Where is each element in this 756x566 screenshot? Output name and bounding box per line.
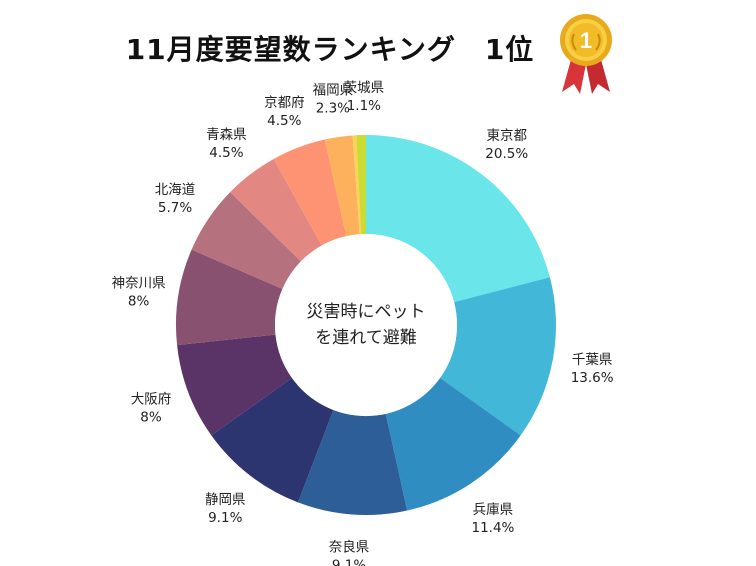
donut-slice-11 [324,135,360,237]
slice-label-10: 京都府 4.5% [264,95,305,129]
donut-slice-2 [440,277,557,436]
slice-label-2: 千葉県 13.6% [571,352,614,386]
slice-category: 北海道 [155,182,196,198]
slice-label-7: 神奈川県 8% [112,275,166,309]
slice-value: 9.1% [208,510,242,526]
slice-label-6: 大阪府 8% [131,392,172,426]
center-text-line-2: を連れて避難 [315,328,417,348]
slice-category: 兵庫県 [473,502,514,518]
slice-value: 4.5% [209,145,243,161]
slice-value: 2.3% [316,100,350,116]
slice-category: 静岡県 [205,492,246,508]
slice-category: 青森県 [206,127,247,143]
gold-medal-icon: 1 [560,14,612,94]
slice-category: 京都府 [264,95,305,111]
slice-category: 千葉県 [572,352,613,368]
slice-value: 5.7% [158,200,192,216]
slice-value: 9.1% [332,557,366,566]
slice-value: 8% [140,410,162,426]
slice-value: 8% [128,293,150,309]
donut-slice-8 [191,192,301,289]
slice-category: 奈良県 [329,539,370,555]
slice-label-9: 青森県 4.5% [206,127,247,161]
center-text-line-1: 災害時にペット [307,302,426,322]
donut-slice-7 [176,249,283,346]
slice-label-4: 奈良県 9.1% [329,539,370,566]
slice-category: 神奈川県 [112,275,166,291]
slice-category: 福岡県 [313,82,354,98]
donut-slice-1 [366,135,550,303]
chart-title: 11月度要望数ランキング 1位 [125,33,535,66]
donut-slices [176,135,557,515]
medal-number: 1 [580,28,592,53]
slice-label-1: 東京都 20.5% [485,128,528,162]
slice-labels: 東京都 20.5% 千葉県 13.6% 兵庫県 11.4% 奈良県 9.1% 静岡県 9.1% 大阪… [112,80,614,566]
donut-slice-4 [297,409,408,515]
donut-hole [275,234,457,416]
donut-slice-accent [356,135,366,235]
slice-label-3: 兵庫県 11.4% [471,502,514,536]
slice-label-11: 福岡県 2.3% [313,82,354,116]
slice-category: 茨城県 [344,80,385,96]
donut-slice-9 [230,158,322,262]
donut-slice-10 [273,139,347,246]
slice-value: 4.5% [267,113,301,129]
slice-value: 20.5% [485,146,528,162]
slice-label-5: 静岡県 9.1% [205,492,246,526]
slice-label-12: 茨城県 1.1% [344,80,385,114]
slice-category: 大阪府 [131,392,172,408]
slice-value: 11.4% [471,520,514,536]
slice-label-8: 北海道 5.7% [155,182,196,216]
slice-value: 13.6% [571,370,614,386]
donut-slice-3 [385,377,521,511]
donut-slice-6 [177,334,292,436]
donut-slice-5 [211,377,334,503]
slice-value: 1.1% [347,98,381,114]
slice-category: 東京都 [486,128,527,144]
